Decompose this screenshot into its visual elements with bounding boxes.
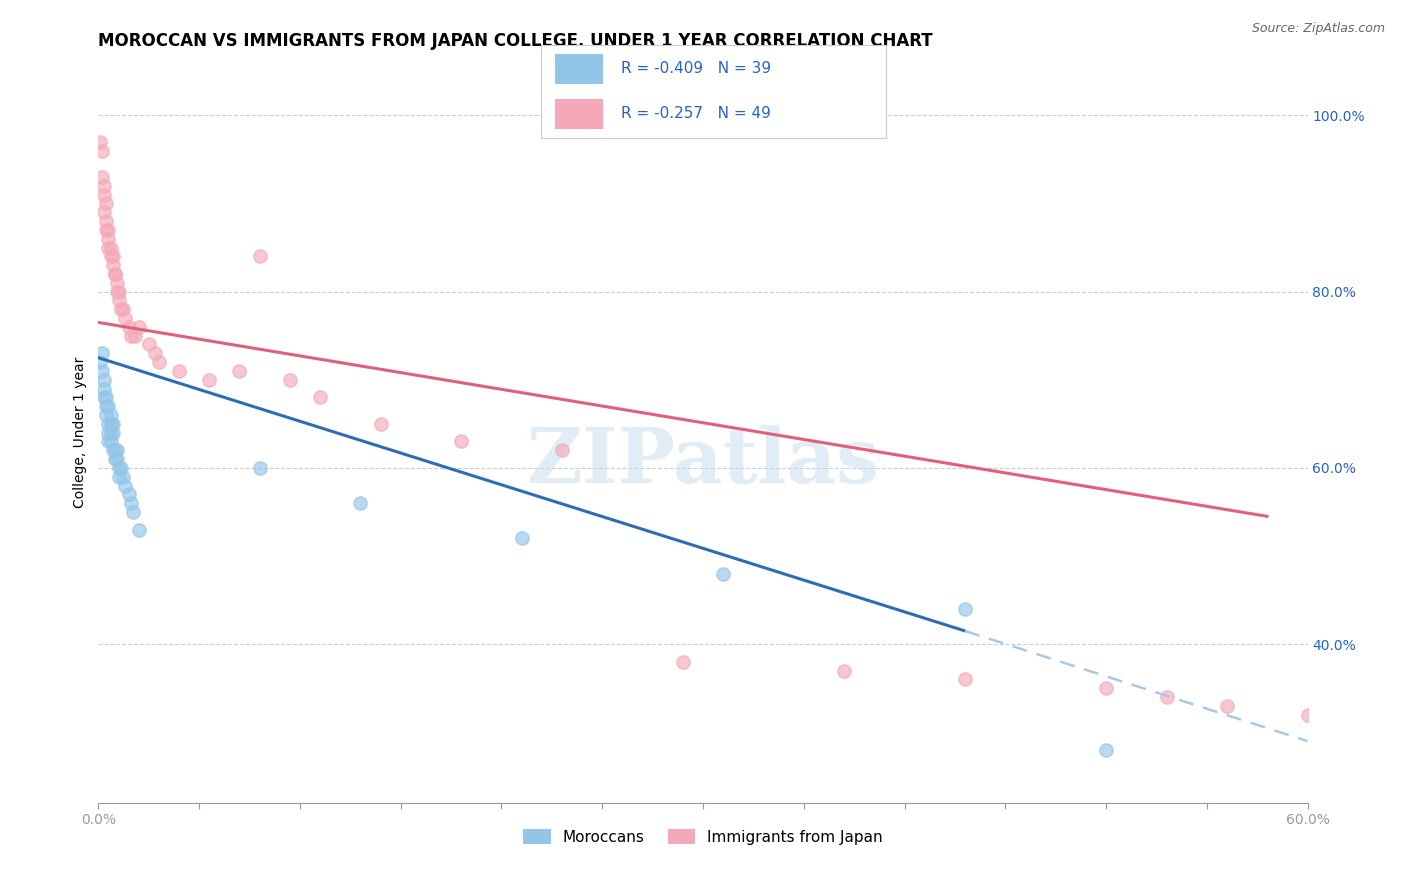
Text: ZIPatlas: ZIPatlas	[526, 425, 880, 500]
Point	[97, 417, 120, 431]
Point	[103, 267, 125, 281]
Point	[107, 461, 129, 475]
Point	[953, 602, 976, 616]
Text: MOROCCAN VS IMMIGRANTS FROM JAPAN COLLEGE, UNDER 1 YEAR CORRELATION CHART: MOROCCAN VS IMMIGRANTS FROM JAPAN COLLEG…	[98, 32, 934, 50]
Point	[110, 302, 132, 317]
Point	[111, 469, 134, 483]
Point	[120, 496, 142, 510]
Point	[450, 434, 472, 449]
Point	[114, 311, 136, 326]
Point	[97, 399, 120, 413]
Point	[370, 417, 392, 431]
Point	[228, 364, 250, 378]
Point	[672, 655, 695, 669]
Point	[97, 232, 120, 246]
Point	[510, 532, 533, 546]
Point	[105, 452, 128, 467]
Point	[832, 664, 855, 678]
Point	[97, 434, 120, 449]
Point	[100, 434, 122, 449]
Point	[103, 443, 125, 458]
Point	[551, 443, 574, 458]
Point	[138, 337, 160, 351]
Point	[101, 425, 124, 440]
Point	[118, 319, 141, 334]
Point	[120, 328, 142, 343]
Point	[97, 223, 120, 237]
Point	[107, 293, 129, 308]
Point	[103, 452, 125, 467]
Point	[89, 135, 111, 149]
Point	[100, 425, 122, 440]
Point	[97, 425, 120, 440]
Point	[1296, 707, 1319, 722]
Point	[167, 364, 190, 378]
Point	[100, 408, 122, 422]
Point	[1216, 698, 1239, 713]
Point	[96, 196, 118, 211]
Point	[96, 390, 118, 404]
Point	[107, 285, 129, 299]
Bar	[555, 54, 603, 84]
Point	[143, 346, 166, 360]
Point	[100, 417, 122, 431]
Point	[97, 240, 120, 255]
Point	[107, 469, 129, 483]
Point	[93, 382, 115, 396]
Point	[93, 178, 115, 193]
Point	[91, 364, 114, 378]
Point	[711, 566, 734, 581]
Point	[118, 487, 141, 501]
Point	[93, 205, 115, 219]
Point	[128, 523, 150, 537]
Point	[198, 373, 221, 387]
Point	[105, 276, 128, 290]
Text: Source: ZipAtlas.com: Source: ZipAtlas.com	[1251, 22, 1385, 36]
Point	[101, 443, 124, 458]
Point	[249, 249, 271, 263]
Point	[96, 408, 118, 422]
Point	[101, 417, 124, 431]
Point	[110, 461, 132, 475]
Y-axis label: College, Under 1 year: College, Under 1 year	[73, 357, 87, 508]
Point	[103, 267, 125, 281]
Point	[128, 319, 150, 334]
Text: R = -0.409   N = 39: R = -0.409 N = 39	[620, 62, 770, 77]
Point	[349, 496, 371, 510]
Point	[121, 505, 143, 519]
Point	[309, 390, 332, 404]
Point	[101, 258, 124, 272]
Point	[278, 373, 301, 387]
Point	[124, 328, 146, 343]
Point	[96, 214, 118, 228]
Point	[91, 346, 114, 360]
Point	[93, 390, 115, 404]
Point	[96, 399, 118, 413]
Point	[1337, 725, 1360, 739]
Point	[100, 249, 122, 263]
Point	[148, 355, 170, 369]
Point	[111, 302, 134, 317]
Bar	[555, 99, 603, 129]
Point	[93, 373, 115, 387]
Legend: Moroccans, Immigrants from Japan: Moroccans, Immigrants from Japan	[517, 822, 889, 851]
Point	[1095, 743, 1118, 757]
Point	[91, 169, 114, 184]
Point	[100, 240, 122, 255]
Point	[1156, 690, 1178, 704]
Point	[101, 249, 124, 263]
Point	[89, 355, 111, 369]
Point	[953, 673, 976, 687]
Point	[105, 443, 128, 458]
Point	[91, 144, 114, 158]
Text: R = -0.257   N = 49: R = -0.257 N = 49	[620, 106, 770, 121]
Point	[1095, 681, 1118, 696]
Point	[114, 478, 136, 492]
Point	[93, 187, 115, 202]
Point	[105, 285, 128, 299]
Point	[249, 461, 271, 475]
Point	[96, 223, 118, 237]
